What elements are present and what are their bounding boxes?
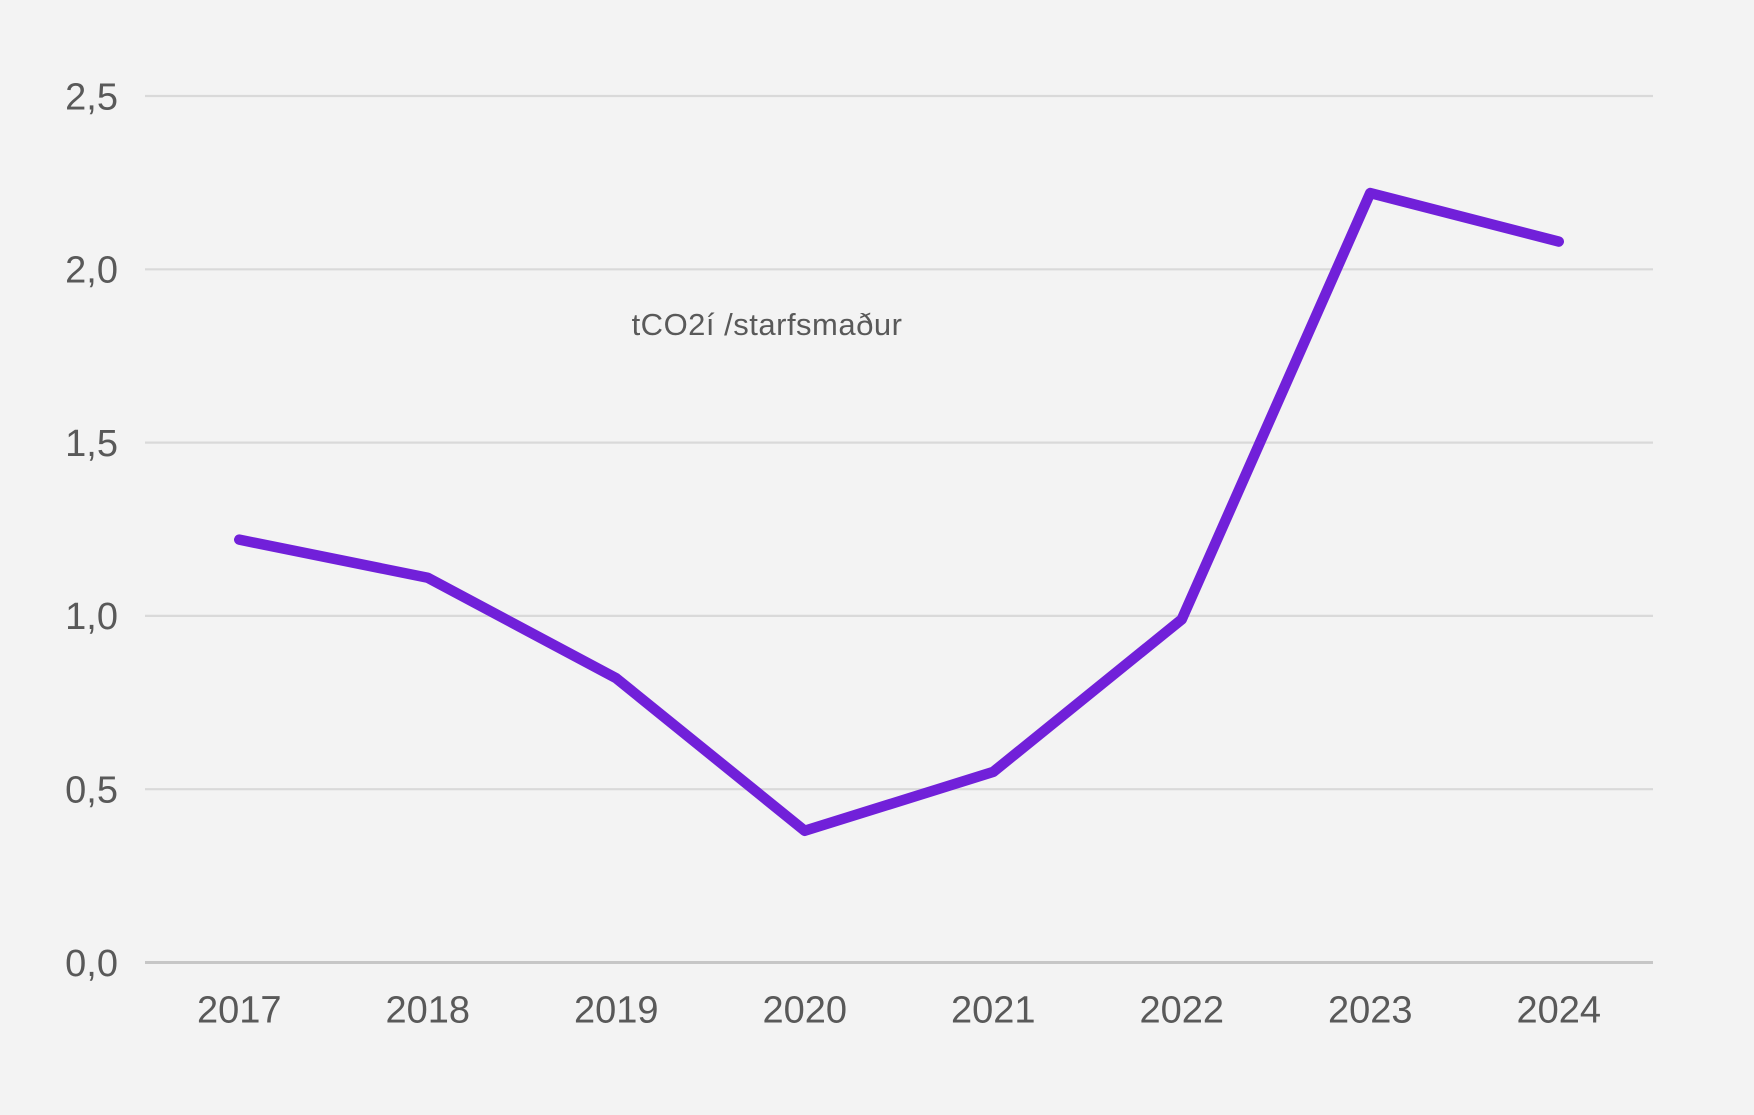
chart-title: tCO2í /starfsmaður <box>631 307 903 342</box>
x-axis-tick-label: 2018 <box>385 989 470 1031</box>
x-axis-tick-label: 2021 <box>951 989 1036 1031</box>
x-axis-tick-label: 2017 <box>197 989 282 1031</box>
x-axis-tick-label: 2020 <box>762 989 847 1031</box>
x-axis-tick-label: 2022 <box>1139 989 1224 1031</box>
y-axis-tick-label: 0,0 <box>65 943 118 985</box>
y-axis-tick-label: 2,0 <box>65 250 118 292</box>
x-axis-tick-label: 2023 <box>1328 989 1413 1031</box>
x-axis-tick-label: 2024 <box>1516 989 1601 1031</box>
data-line <box>234 187 1564 837</box>
y-axis-tick-label: 1,0 <box>65 596 118 638</box>
x-axis-tick-label: 2019 <box>574 989 659 1031</box>
y-axis-tick-label: 2,5 <box>65 76 118 118</box>
y-axis-tick-label: 0,5 <box>65 770 118 812</box>
y-axis-tick-label: 1,5 <box>65 423 118 465</box>
